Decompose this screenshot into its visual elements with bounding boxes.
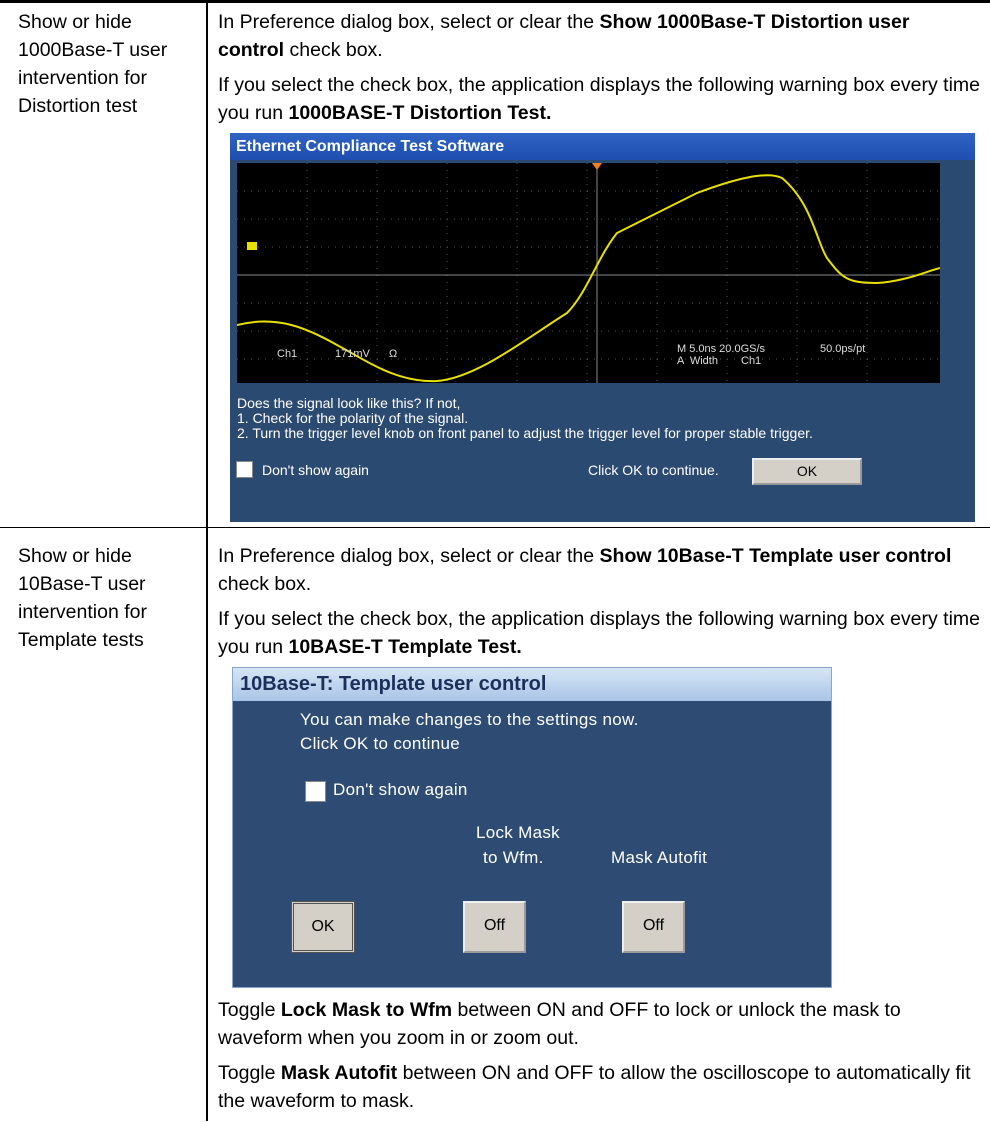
scope-label: 50.0ps/pt: [820, 343, 865, 355]
scope-label: Ch1: [277, 348, 297, 360]
channel-marker: [247, 242, 257, 250]
paragraph: Toggle Lock Mask to Wfm between ON and O…: [218, 996, 980, 1052]
text: In Preference dialog box, select or clea…: [218, 11, 600, 33]
dialog-prompt: Click OK to continue.: [588, 462, 719, 478]
scope-label: M 5.0ns 20.0GS/s: [677, 343, 766, 355]
scope-screen: Ch1 171mV Ω M 5.0ns 20.0GS/s A Width Ch1…: [237, 163, 940, 383]
scope-label: 171mV: [335, 348, 371, 360]
dialog-message: You can make changes to the settings now…: [300, 710, 639, 730]
checkbox[interactable]: [236, 461, 253, 478]
lock-mask-button[interactable]: Off: [463, 901, 526, 953]
scope-label: Ch1: [741, 355, 761, 367]
dialog-message: 2. Turn the trigger level knob on front …: [237, 425, 813, 441]
column-rule: [206, 0, 208, 1121]
bold-text: Lock Mask to Wfm: [281, 999, 452, 1021]
checkbox[interactable]: [305, 781, 326, 802]
row-rule: [0, 527, 990, 528]
checkbox-label: Don't show again: [333, 780, 468, 800]
button-caption: Mask Autofit: [611, 848, 707, 868]
paragraph: If you select the check box, the applica…: [218, 71, 980, 127]
paragraph: If you select the check box, the applica…: [218, 605, 980, 661]
dialog-message: 1. Check for the polarity of the signal.: [237, 410, 468, 426]
dialog-title: Ethernet Compliance Test Software: [230, 133, 975, 160]
dialog-message: Does the signal look like this? If not,: [237, 395, 460, 411]
text: check box.: [284, 39, 383, 61]
text: Toggle: [218, 999, 281, 1021]
template-dialog: 10Base-T: Template user control You can …: [232, 667, 832, 988]
text: Toggle: [218, 1062, 281, 1084]
bold-text: 1000BASE-T Distortion Test.: [288, 102, 551, 124]
description-cell: In Preference dialog box, select or clea…: [218, 542, 980, 668]
paragraph: In Preference dialog box, select or clea…: [218, 542, 980, 598]
bold-text: Show 10Base-T Template user control: [600, 545, 952, 567]
ok-button[interactable]: OK: [291, 901, 355, 953]
paragraph: Toggle Mask Autofit between ON and OFF t…: [218, 1059, 980, 1115]
description-cell: In Preference dialog box, select or clea…: [218, 8, 980, 134]
dialog-message: Click OK to continue: [300, 734, 460, 754]
mask-autofit-button[interactable]: Off: [622, 901, 685, 953]
bold-text: 10BASE-T Template Test.: [288, 636, 521, 658]
ok-button[interactable]: OK: [752, 458, 862, 485]
button-caption: Lock Mask: [476, 823, 560, 843]
setting-cell: Show or hide 10Base-T user intervention …: [18, 542, 200, 654]
table-top-rule: [0, 0, 990, 3]
text: check box.: [218, 573, 311, 595]
scope-label: A Width: [677, 355, 718, 367]
warning-dialog: Ethernet Compliance Test Software Ch1 17…: [230, 133, 975, 522]
notes: Toggle Lock Mask to Wfm between ON and O…: [218, 996, 980, 1122]
text: In Preference dialog box, select or clea…: [218, 545, 600, 567]
bold-text: Mask Autofit: [281, 1062, 397, 1084]
dialog-title: 10Base-T: Template user control: [233, 668, 831, 701]
checkbox-label: Don't show again: [262, 462, 369, 478]
setting-cell: Show or hide 1000Base-T user interventio…: [18, 8, 200, 120]
button-caption: to Wfm.: [483, 848, 544, 868]
page: Show or hide 1000Base-T user interventio…: [0, 0, 990, 1121]
paragraph: In Preference dialog box, select or clea…: [218, 8, 980, 64]
scope-label: Ω: [389, 348, 397, 360]
